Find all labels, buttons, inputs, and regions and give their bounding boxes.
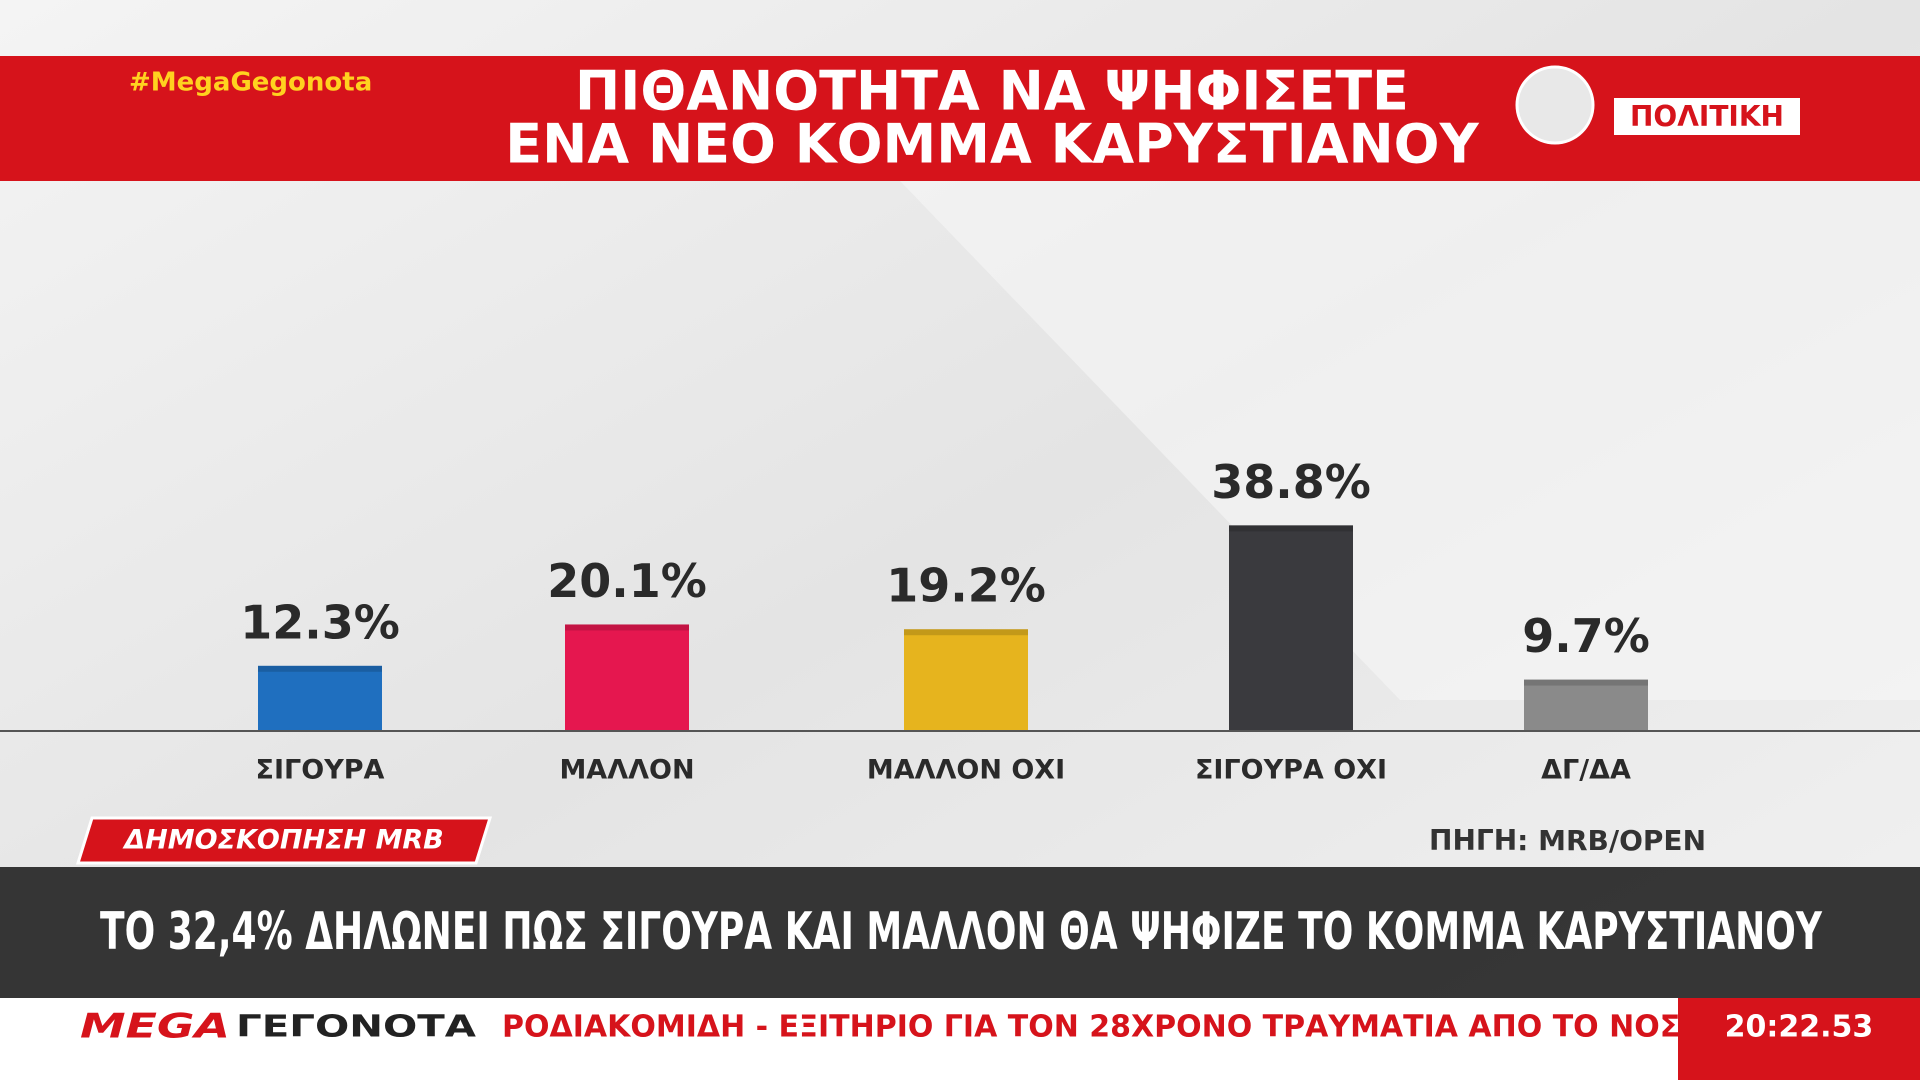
value-label: 12.3%: [240, 595, 400, 649]
headline: ΤΟ 32,4% ΔΗΛΩΝΕΙ ΠΩΣ ΣΙΓΟΥΡΑ ΚΑΙ ΜΑΛΛΟΝ …: [100, 902, 1823, 962]
background-shape: [900, 181, 1920, 700]
title-banner: [0, 56, 1920, 181]
section-label: ΠΟΛΙΤΙΚΗ: [1630, 100, 1784, 133]
value-label: 20.1%: [547, 554, 707, 608]
bar: [565, 624, 689, 731]
program-logo: ΓΕΓΟΝΟΤΑ: [236, 1010, 477, 1045]
poll-tag-box: [75, 816, 493, 865]
x-tick-label: ΜΑΛΛΟΝ ΟΧΙ: [867, 755, 1065, 786]
x-tick-label: ΣΙΓΟΥΡΑ: [256, 755, 385, 786]
headline-band: [0, 867, 1920, 998]
clock: 20:22.53: [1725, 1010, 1874, 1045]
logo-emblem: [1515, 65, 1595, 145]
source: ΠΗΓΗ: MRB/OPEN: [1429, 824, 1706, 857]
chart-title: ΕΝΑ ΝΕΟ ΚΟΜΜΑ ΚΑΡΥΣΤΙΑΝΟΥ: [505, 113, 1479, 176]
x-tick-label: ΜΑΛΛΟΝ: [559, 755, 694, 786]
x-tick-label: ΣΙΓΟΥΡΑ ΟΧΙ: [1195, 755, 1387, 786]
x-tick-label: ΔΓ/ΔΑ: [1541, 755, 1631, 786]
ticker-band: [0, 998, 1920, 1080]
poll-tag: ΔΗΜΟΣΚΟΠΗΣΗ MRB: [122, 825, 444, 856]
section-box: [1614, 98, 1800, 135]
value-label: 19.2%: [886, 559, 1046, 613]
bar-top: [1229, 525, 1353, 532]
bar: [904, 629, 1028, 731]
chart-title: ΠΙΘΑΝΟΤΗΤΑ ΝΑ ΨΗΦΙΣΕΤΕ: [575, 60, 1409, 123]
clock-box: [1678, 998, 1920, 1080]
value-label: 9.7%: [1522, 609, 1650, 663]
ticker-text: ΡΟΔΙΑΚΟΜΙΔΗ - ΕΞΙΤΗΡΙΟ ΓΙΑ ΤΟΝ 28ΧΡΟΝΟ Τ…: [502, 1010, 1680, 1045]
bar-top: [565, 624, 689, 631]
bar-top: [1524, 679, 1648, 686]
chart: 12.3% ΣΙΓΟΥΡΑ 20.1% ΜΑΛΛΟΝ 19.2% ΜΑΛΛΟΝ ΟΧΙ 38…: [240, 455, 1650, 786]
bar: [258, 665, 382, 731]
bar: [1229, 525, 1353, 731]
channel-logo: MEGA: [80, 1007, 230, 1047]
bar-top: [258, 665, 382, 672]
value-label: 38.8%: [1211, 455, 1371, 509]
ticker: ΡΟΔΙΑΚΟΜΙΔΗ - ΕΞΙΤΗΡΙΟ ΓΙΑ ΤΟΝ 28ΧΡΟΝΟ Τ…: [502, 1010, 1680, 1045]
hashtag: #MegaGegonota: [129, 68, 372, 98]
bar: [1524, 679, 1648, 731]
bar-top: [904, 629, 1028, 636]
